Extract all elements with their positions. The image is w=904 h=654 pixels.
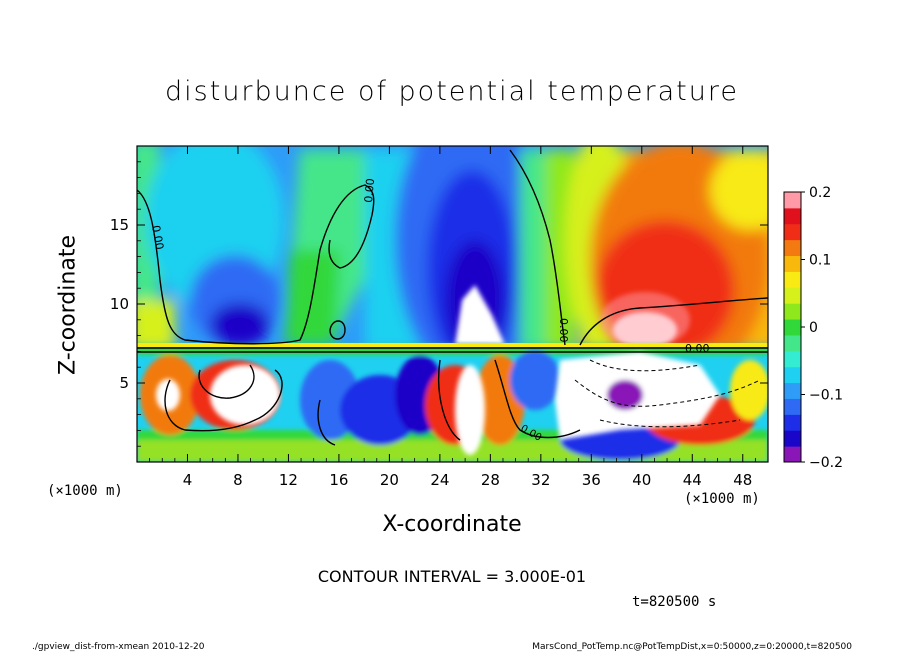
x-tick-label: 28 bbox=[481, 471, 500, 489]
x-tick-label: 40 bbox=[632, 471, 651, 489]
colorbar-segment bbox=[784, 398, 801, 415]
x-tick-label: 48 bbox=[733, 471, 752, 489]
colorbar-segment bbox=[784, 350, 801, 368]
colorbar: 0.2 0.1 0 −0.1 −0.2 bbox=[783, 185, 843, 471]
y-axis-label: Z-coordinate bbox=[55, 235, 81, 375]
x-tick-label: 12 bbox=[279, 471, 298, 489]
colorbar-segment bbox=[784, 223, 801, 241]
colorbar-segment bbox=[784, 239, 801, 257]
footer-right: MarsCond_PotTemp.nc@PotTempDist,x=0:5000… bbox=[532, 642, 852, 652]
colorbar-segment bbox=[784, 303, 801, 320]
x-tick-label: 36 bbox=[582, 471, 601, 489]
colorbar-segment bbox=[784, 271, 801, 288]
x-tick-label: 32 bbox=[531, 471, 550, 489]
footer-left: ./gpview_dist-from-xmean 2010-12-20 bbox=[32, 642, 205, 652]
x-unit-label-left: (×1000 m) bbox=[47, 483, 123, 499]
y-tick-label: 15 bbox=[110, 216, 129, 234]
heatmap-field bbox=[137, 146, 768, 462]
y-axis: 5 10 15 bbox=[110, 161, 768, 447]
colorbar-tick-label: 0 bbox=[809, 320, 818, 336]
colorbar-segment bbox=[784, 207, 801, 225]
chart-title: disturbunce of potential temperature bbox=[165, 76, 739, 107]
contour-label: 0.00 bbox=[685, 342, 710, 355]
x-tick-label: 4 bbox=[183, 471, 193, 489]
contour-label: 0.00 bbox=[362, 178, 377, 204]
x-axis-label: X-coordinate bbox=[382, 512, 522, 537]
colorbar-segment bbox=[784, 287, 801, 304]
x-tick-label: 20 bbox=[380, 471, 399, 489]
colorbar-segment bbox=[784, 414, 801, 431]
colorbar-segment bbox=[784, 430, 801, 447]
colorbar-segment bbox=[784, 446, 801, 463]
colorbar-segment bbox=[784, 255, 801, 272]
y-tick-label: 5 bbox=[119, 374, 129, 392]
contour-interval-text: CONTOUR INTERVAL = 3.000E-01 bbox=[317, 567, 587, 586]
colorbar-segment bbox=[784, 334, 801, 352]
colorbar-segment bbox=[784, 366, 801, 384]
time-stamp: t=820500 s bbox=[632, 594, 717, 610]
x-unit-label-right: (×1000 m) bbox=[684, 491, 760, 507]
colorbar-segment bbox=[784, 319, 801, 336]
x-tick-label: 8 bbox=[233, 471, 243, 489]
x-tick-label: 16 bbox=[329, 471, 348, 489]
colorbar-tick-label: −0.1 bbox=[809, 388, 843, 404]
x-tick-label: 24 bbox=[430, 471, 449, 489]
y-tick-label: 10 bbox=[110, 295, 129, 313]
contour-label: 0.00 bbox=[557, 318, 570, 343]
colorbar-tick-label: 0.2 bbox=[809, 185, 831, 201]
colorbar-tick-label: 0.1 bbox=[809, 253, 831, 269]
x-tick-label: 44 bbox=[683, 471, 702, 489]
x-axis: 4 8 12 16 20 24 28 32 36 40 44 48 bbox=[149, 146, 756, 489]
contour-label: 0.00 bbox=[149, 224, 166, 250]
colorbar-segment bbox=[784, 192, 801, 209]
colorbar-segment bbox=[784, 382, 801, 399]
colorbar-tick-label: −0.2 bbox=[809, 455, 843, 471]
